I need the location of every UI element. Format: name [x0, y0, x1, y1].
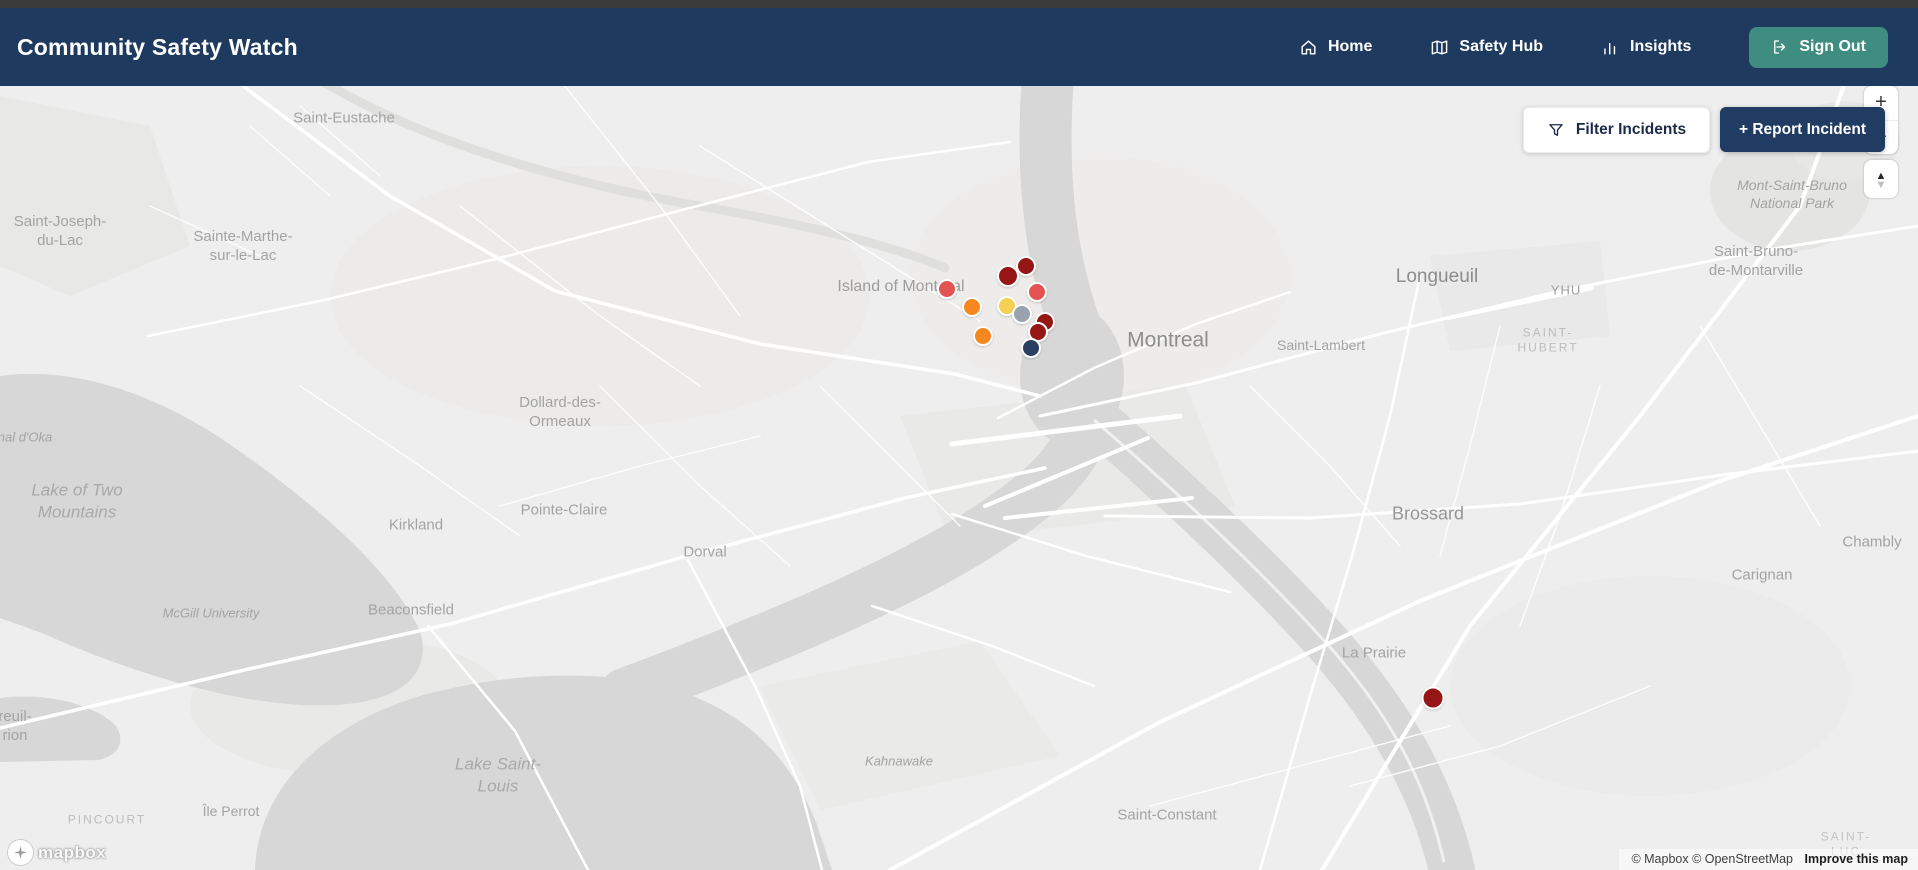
mapbox-logo-icon	[8, 840, 33, 865]
attribution-credits[interactable]: © Mapbox © OpenStreetMap	[1631, 852, 1794, 866]
app-title: Community Safety Watch	[17, 33, 298, 60]
main-nav: Home Safety Hub Insights Sign Out	[1299, 26, 1888, 68]
incident-marker-navy[interactable]	[1021, 338, 1041, 358]
map-canvas[interactable]	[0, 86, 1918, 870]
incident-marker-dark_red[interactable]	[997, 265, 1019, 287]
zoom-in-button[interactable]: +	[1875, 91, 1887, 114]
incident-marker-dark_red[interactable]	[1421, 686, 1445, 710]
sign-out-button[interactable]: Sign Out	[1749, 26, 1888, 68]
map-attribution: © Mapbox © OpenStreetMap Improve this ma…	[1619, 849, 1918, 870]
nav-safety-hub-label: Safety Hub	[1459, 38, 1543, 55]
improve-map-link[interactable]: Improve this map	[1804, 852, 1909, 866]
nav-insights-label: Insights	[1630, 38, 1692, 55]
incident-marker-gray[interactable]	[1012, 304, 1032, 324]
report-incident-label: + Report Incident	[1738, 120, 1867, 138]
incident-marker-salmon[interactable]	[1027, 282, 1047, 302]
mapbox-logo[interactable]: mapbox	[8, 840, 106, 865]
filter-incidents-button[interactable]: Filter Incidents	[1523, 107, 1710, 153]
mapbox-logo-word: mapbox	[38, 842, 107, 862]
pitch-arrows-icon: ▲ ▼	[1875, 169, 1887, 191]
bar-chart-icon	[1604, 42, 1616, 55]
nav-item-insights[interactable]: Insights	[1601, 38, 1691, 57]
sign-out-label: Sign Out	[1799, 38, 1866, 55]
nav-home-label: Home	[1327, 38, 1373, 55]
map-pitch-control[interactable]: ▲ ▼	[1864, 160, 1898, 198]
incident-marker-orange[interactable]	[973, 326, 993, 346]
map-area: Saint-Eustache Saint-Joseph- du-Lac Sainte…	[0, 86, 1918, 870]
nav-item-safety-hub[interactable]: Safety Hub	[1430, 38, 1543, 57]
incident-marker-salmon[interactable]	[937, 279, 957, 299]
filter-incidents-label: Filter Incidents	[1575, 121, 1687, 138]
filter-funnel-icon	[1549, 124, 1563, 136]
browser-top-strip	[0, 0, 1918, 8]
home-icon	[1301, 39, 1316, 55]
nav-item-home[interactable]: Home	[1299, 38, 1372, 57]
incident-marker-orange[interactable]	[962, 297, 982, 317]
map-icon	[1432, 39, 1448, 55]
report-incident-button[interactable]: + Report Incident	[1720, 107, 1885, 152]
app-header: Community Safety Watch Home Safety Hub I…	[0, 8, 1918, 86]
incident-marker-dark_red[interactable]	[1016, 256, 1036, 276]
sign-out-icon	[1774, 40, 1786, 54]
